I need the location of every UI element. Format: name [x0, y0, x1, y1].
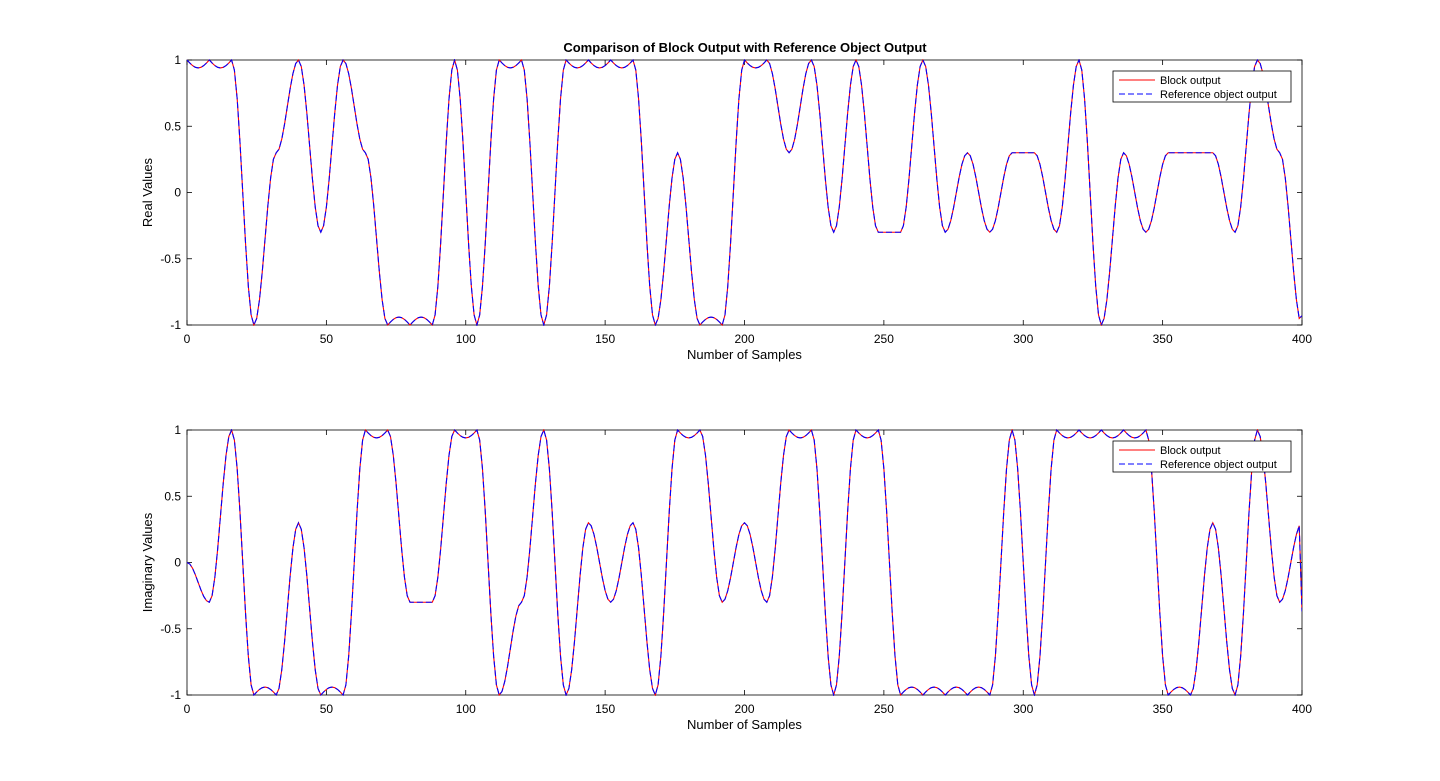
legend-entry: Reference object output	[1160, 459, 1277, 471]
figure-title: Comparison of Block Output with Referenc…	[563, 40, 927, 55]
x-tick-label: 200	[734, 332, 754, 346]
x-tick-label: 300	[1013, 332, 1033, 346]
x-axis-label: Number of Samples	[687, 347, 802, 362]
x-tick-label: 300	[1013, 702, 1033, 716]
imaginary-values-subplot: 0 50 100 150 200 250 300 350 400 1 0.5 0 -0.5 -1 Numbe…	[140, 423, 1312, 732]
x-tick-label: 50	[320, 702, 334, 716]
x-tick-label: 250	[874, 702, 894, 716]
legend-box	[1112, 70, 1292, 103]
x-tick-label: 350	[1153, 332, 1173, 346]
y-tick-label: -1	[170, 318, 181, 332]
legend: Block output Reference object output	[1112, 440, 1292, 473]
y-axis-label: Imaginary Values	[140, 512, 155, 612]
x-tick-label: 150	[595, 702, 615, 716]
y-tick-label: 0.5	[164, 119, 181, 133]
x-tick-label: 400	[1292, 702, 1312, 716]
x-tick-label: 100	[456, 332, 476, 346]
x-tick-label: 350	[1153, 702, 1173, 716]
y-tick-label: 0.5	[164, 489, 181, 503]
series-line-reference-object-output	[187, 429, 1302, 696]
real-values-subplot: 0 50 100 150 200 250 300 350 400 1 0.5 0 -0.5 -1 Numbe…	[140, 53, 1312, 362]
y-tick-label: 0	[174, 186, 181, 200]
y-tick-label: -1	[170, 688, 181, 702]
y-tick-label: 0	[174, 556, 181, 570]
y-axis-label: Real Values	[140, 157, 155, 227]
legend-entry: Block output	[1160, 445, 1221, 457]
x-tick-label: 400	[1292, 332, 1312, 346]
x-tick-label: 0	[184, 702, 191, 716]
y-tick-label: 1	[174, 423, 181, 437]
series-line-reference-object-output	[187, 59, 1302, 326]
y-tick-label: -0.5	[160, 622, 181, 636]
x-axis-label: Number of Samples	[687, 717, 802, 732]
legend: Block output Reference object output	[1112, 70, 1292, 103]
x-tick-label: 0	[184, 332, 191, 346]
x-tick-label: 250	[874, 332, 894, 346]
x-tick-label: 150	[595, 332, 615, 346]
y-tick-label: 1	[174, 53, 181, 67]
legend-entry: Reference object output	[1160, 89, 1277, 101]
x-tick-label: 200	[734, 702, 754, 716]
x-tick-label: 100	[456, 702, 476, 716]
legend-box	[1112, 440, 1292, 473]
y-tick-label: -0.5	[160, 252, 181, 266]
legend-entry: Block output	[1160, 75, 1221, 87]
x-tick-label: 50	[320, 332, 334, 346]
